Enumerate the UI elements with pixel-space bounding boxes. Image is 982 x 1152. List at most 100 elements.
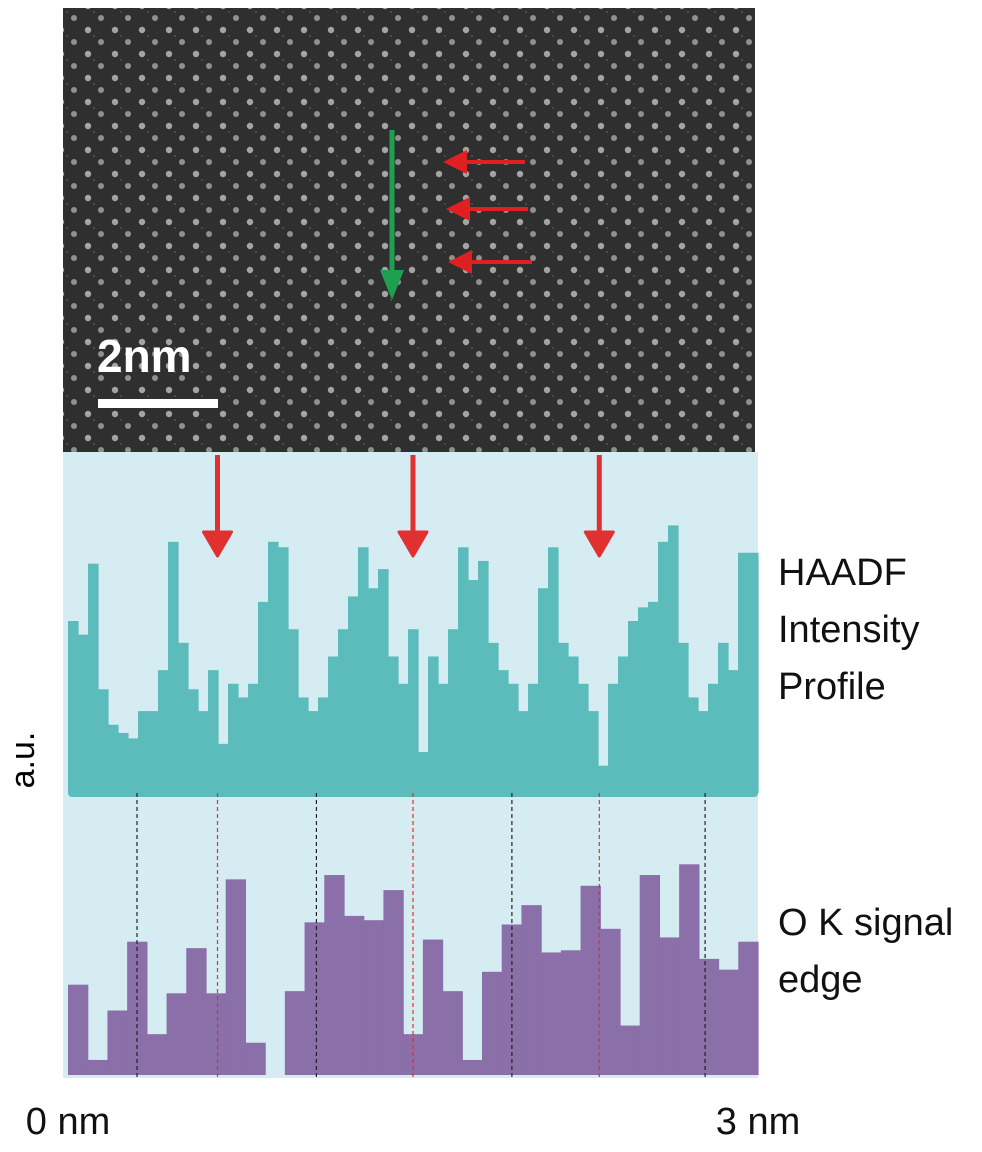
profile-bar	[518, 711, 529, 793]
profile-bar	[688, 697, 699, 793]
profile-bar	[521, 905, 542, 1075]
series-label: Intensity	[778, 609, 920, 651]
profile-bar	[344, 915, 365, 1075]
series-label: O K signal	[778, 902, 953, 944]
x-tick-label: 3 nm	[716, 1101, 800, 1143]
profile-bar	[168, 541, 179, 793]
profile-bar	[368, 588, 379, 793]
profile-bar	[245, 1042, 266, 1075]
profile-bar	[418, 752, 429, 793]
stem-image	[63, 8, 755, 452]
profile-bar	[678, 642, 689, 793]
scale-label: 2nm	[97, 330, 192, 382]
guide-arrowhead	[583, 530, 615, 558]
profile-bar	[388, 656, 399, 793]
green-arrowhead	[380, 270, 404, 300]
scale-bar	[98, 399, 218, 408]
profile-bar	[560, 950, 582, 1075]
profile-bar	[608, 683, 619, 793]
profile-bar	[308, 711, 319, 793]
profile-bar	[288, 629, 299, 793]
profile-bar	[228, 683, 239, 793]
profile-bar	[738, 552, 749, 793]
profile-bar	[718, 642, 729, 793]
profile-bar	[698, 711, 709, 793]
profile-bar	[108, 724, 119, 793]
image-shade	[63, 8, 755, 452]
profile-bar	[639, 875, 661, 1075]
x-tick-label: 0 nm	[26, 1101, 110, 1143]
profile-bar	[378, 569, 389, 793]
profile-bar	[68, 621, 79, 793]
profile-bar	[178, 642, 189, 793]
profile-bar	[748, 552, 759, 793]
profile-bar	[580, 885, 601, 1075]
profile-bar	[448, 629, 459, 793]
profile-bar	[438, 683, 449, 793]
guide-arrowhead	[202, 530, 233, 558]
profile-bar	[648, 601, 659, 793]
profile-bar	[428, 656, 439, 793]
profile-bar	[363, 920, 385, 1075]
profile-bar	[422, 939, 444, 1075]
profile-bar	[588, 711, 599, 793]
profile-bar	[298, 697, 309, 793]
profile-bar	[728, 670, 739, 793]
profile-bar	[538, 588, 549, 793]
profile-bar	[186, 948, 207, 1075]
profile-bar	[658, 541, 669, 793]
profile-bar	[600, 928, 621, 1075]
profile-bar	[238, 697, 249, 793]
profile-bar	[558, 642, 569, 793]
guide-arrowhead	[397, 530, 429, 558]
profile-bar	[324, 875, 345, 1075]
profile-bar	[620, 1025, 641, 1075]
profile-bar	[358, 547, 369, 793]
profile-bar	[98, 689, 109, 793]
profile-bar	[468, 580, 479, 793]
y-label: a.u.	[4, 732, 42, 789]
profile-bar	[148, 711, 159, 793]
profile-bar	[88, 563, 99, 793]
series-label: edge	[778, 959, 863, 1001]
profile-bar	[258, 601, 269, 793]
profile-bar	[478, 560, 489, 793]
profile-bar	[107, 1010, 128, 1075]
profile-bar	[408, 629, 419, 793]
profile-bar	[87, 1059, 109, 1075]
profile-bar	[268, 541, 279, 793]
profile-bar	[628, 621, 639, 793]
profile-bar	[284, 991, 306, 1075]
profile-bar	[188, 689, 199, 793]
profile-bar	[679, 864, 700, 1075]
profile-bar	[383, 890, 404, 1075]
profile-bar	[738, 941, 759, 1075]
profile-bar	[248, 683, 259, 793]
profile-bar	[158, 670, 169, 793]
profile-bar	[668, 525, 679, 793]
profile-bar	[166, 993, 187, 1075]
profile-bar	[68, 984, 89, 1075]
profile-bar	[146, 1034, 168, 1075]
profile-bar	[304, 922, 325, 1075]
profile-bar	[127, 941, 148, 1075]
profile-bar	[338, 629, 349, 793]
profile-bar	[488, 642, 499, 793]
profile-bar	[198, 711, 209, 793]
profile-bar	[541, 952, 562, 1075]
series-label: HAADF	[778, 552, 907, 594]
profile-bar	[328, 656, 339, 793]
profile-bar	[498, 670, 509, 793]
profile-bar	[218, 743, 229, 793]
profile-bar	[128, 738, 139, 793]
profile-bar	[548, 547, 559, 793]
profile-bar	[698, 958, 720, 1075]
profile-bar	[398, 683, 409, 793]
profile-bar	[78, 634, 89, 793]
profile-bar	[442, 991, 463, 1075]
profile-bar	[598, 765, 609, 793]
profile-bar	[578, 683, 589, 793]
profile-bar	[318, 697, 329, 793]
